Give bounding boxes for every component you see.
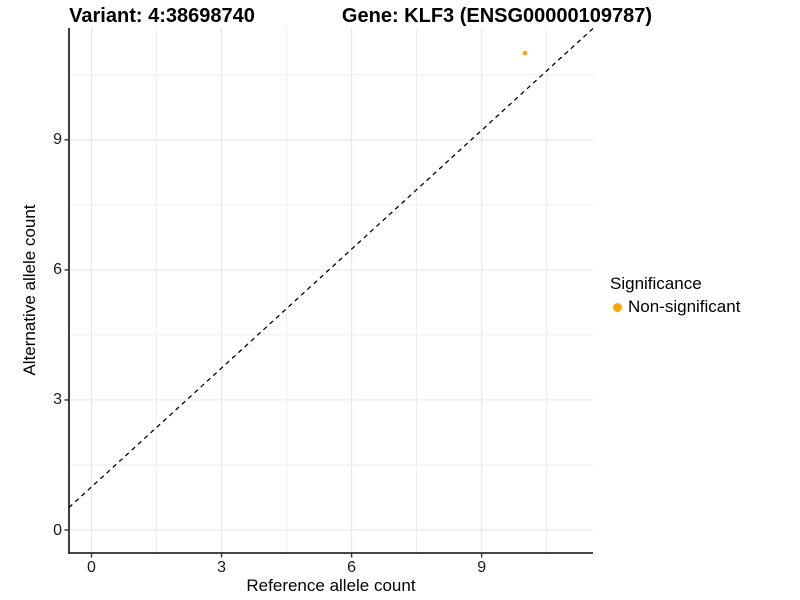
- plot-title-gene: Gene: KLF3 (ENSG00000109787): [341, 5, 653, 27]
- x-tick-label: 3: [217, 559, 226, 576]
- legend-entry-non-significant: Non-significant: [610, 297, 740, 317]
- x-tick-label: 9: [477, 559, 487, 576]
- y-tick-label: 3: [53, 391, 62, 409]
- legend-title: Significance: [610, 274, 702, 293]
- plot-title-variant: Variant: 4:38698740: [69, 5, 255, 27]
- x-axis-title: Reference allele count: [246, 576, 416, 595]
- y-tick-label: 6: [53, 261, 62, 279]
- legend-entry-label: Non-significant: [628, 297, 741, 316]
- identity-dashed-line: [68, 27, 594, 508]
- legend: Significance Non-significant: [610, 274, 740, 317]
- y-tick-label: 9: [53, 131, 62, 149]
- y-tick-label: 0: [53, 521, 62, 539]
- data-point: [522, 50, 528, 56]
- legend-point-icon: [613, 302, 622, 312]
- x-tick-label: 0: [87, 559, 96, 576]
- x-tick-label: 6: [347, 559, 357, 576]
